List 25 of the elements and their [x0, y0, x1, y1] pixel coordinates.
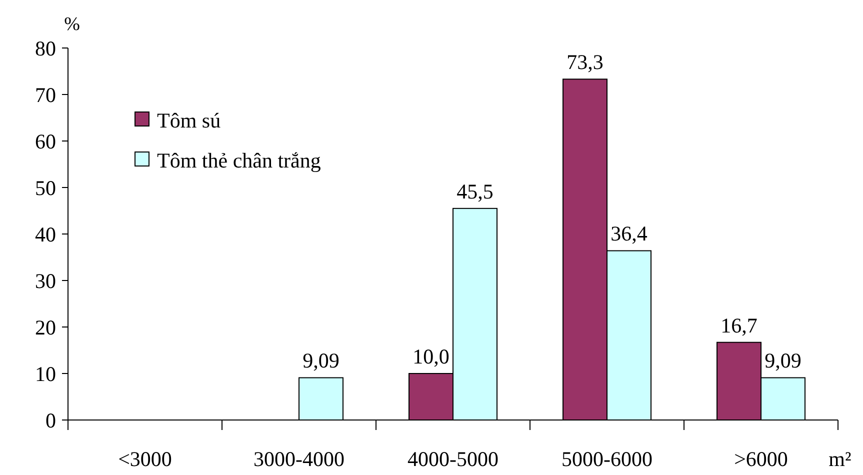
y-tick-label: 70 [35, 82, 56, 107]
x-axis-title: m² [828, 447, 852, 471]
data-label: 73,3 [566, 50, 604, 74]
x-tick-label: <3000 [118, 447, 172, 471]
legend-label: Tôm sú [157, 108, 222, 132]
data-label: 10,0 [412, 344, 450, 368]
y-tick-label: 30 [35, 268, 56, 293]
y-tick-label: 60 [35, 129, 56, 154]
data-label: 36,4 [610, 222, 648, 246]
x-tick-label: 5000-6000 [562, 447, 652, 471]
data-label: 16,7 [720, 313, 758, 338]
y-tick-label: 50 [35, 176, 56, 200]
y-tick-label: 10 [35, 362, 56, 386]
data-label: 9,09 [302, 348, 340, 373]
y-tick-label: 40 [35, 222, 56, 246]
y-tick-label: 80 [35, 36, 56, 60]
x-tick-label: 4000-5000 [408, 447, 498, 471]
x-tick-label: >6000 [734, 447, 788, 471]
legend-label: Tôm thẻ chân trắng [157, 148, 322, 172]
y-tick-label: 0 [46, 408, 56, 432]
x-tick-label: 3000-4000 [254, 447, 344, 471]
data-label: 9,09 [764, 348, 802, 373]
y-axis-title: % [64, 14, 80, 35]
y-tick-label: 20 [35, 315, 56, 340]
data-label: 45,5 [456, 179, 494, 204]
